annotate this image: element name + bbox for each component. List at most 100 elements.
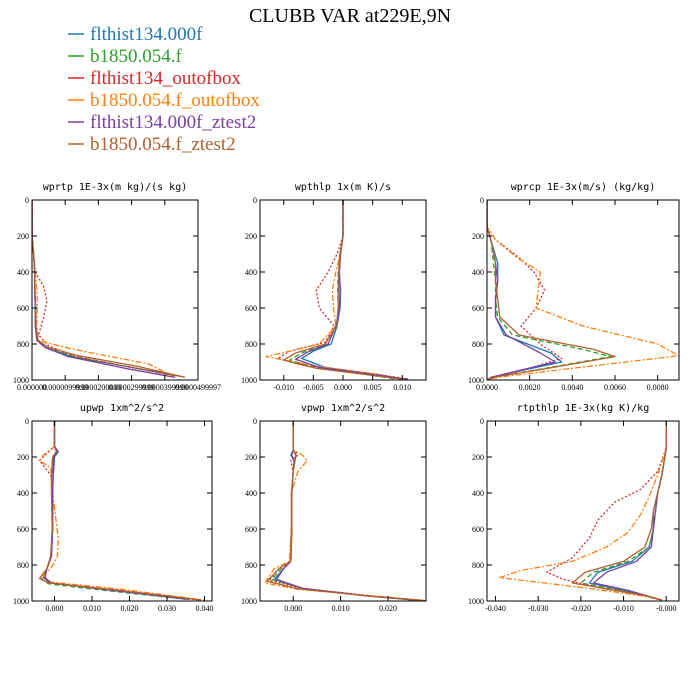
y-tick-label: 0 [253,196,257,205]
panel: wprtp 1E-3x(m kg)/(s kg) 0 200 400 600 800 100… [13,182,221,392]
x-tick-label: 0.005 [364,383,382,392]
y-tick-label: 800 [245,340,257,349]
series-line [42,421,186,600]
x-tick-label: -0.040 [485,604,506,613]
y-tick-label: 1000 [13,376,29,385]
series-line [487,200,612,380]
series-line [499,421,667,601]
panel-title: wprcp 1E-3x(m/s) (kg/kg) [511,182,656,193]
y-tick-label: 800 [472,561,484,570]
x-tick-label: 0.000000 [17,383,47,392]
series-line [38,421,201,601]
legend-label: flthist134.000f_ztest2 [90,112,256,133]
y-tick-label: 600 [472,525,484,534]
panel-title: vpwp 1xm^2/s^2 [301,403,385,414]
y-tick-label: 800 [17,340,29,349]
y-tick-label: 0 [25,196,29,205]
series-line [546,421,667,601]
x-tick-label: 0.0000099999 [42,383,88,392]
series-line [593,421,667,601]
series-line [32,200,175,378]
x-tick-label: -0.030 [528,604,549,613]
legend: flthist134.000fb1850.054.fflthist134_out… [68,24,260,155]
plot-frame [31,199,199,381]
panel: wpthlp 1x(m K)/s 0 200 400 600 800 1000 -0.010-… [241,182,427,392]
series-line [40,421,190,601]
x-tick-label: 0.020 [379,604,397,613]
legend-label: flthist134_outofbox [90,68,241,89]
y-tick-label: 200 [17,232,29,241]
y-tick-label: 200 [17,453,29,462]
x-tick-label: 0.0000200000 [75,383,121,392]
y-tick-label: 200 [245,232,257,241]
y-tick-label: 200 [245,453,257,462]
x-tick-label: -0.005 [303,383,324,392]
plot-frame [486,199,680,381]
y-tick-label: 800 [245,561,257,570]
y-tick-label: 400 [17,268,29,277]
y-tick-label: 600 [245,525,257,534]
y-tick-label: 0 [25,417,29,426]
x-tick-label: 0.000 [334,383,352,392]
series-line [580,421,667,601]
x-tick-label: 0.0000399999 [142,383,188,392]
y-tick-label: 400 [472,489,484,498]
legend-label: b1850.054.f [90,46,183,67]
x-tick-label: 0.0080 [647,383,669,392]
panel-title: wpthlp 1x(m K)/s [295,182,391,193]
y-tick-label: 200 [472,453,484,462]
series-line [44,421,190,601]
series-line [283,200,403,380]
plot-frame [259,420,427,602]
x-tick-label: 0.0020 [519,383,541,392]
panel-title: upwp 1xm^2/s^2 [80,403,164,414]
series-line [265,200,403,380]
x-tick-label: 0.030 [158,604,176,613]
y-tick-label: 1000 [468,597,484,606]
panels-grid: wprtp 1E-3x(m kg)/(s kg) 0 200 400 600 800 100… [13,182,680,613]
plot-frame [31,420,213,602]
series-line [38,421,205,601]
series-line [38,421,198,601]
legend-label: b1850.054.f_ztest2 [90,134,236,155]
y-tick-label: 1000 [241,597,257,606]
y-tick-label: 400 [245,489,257,498]
x-tick-label: 0.010 [83,604,101,613]
y-tick-label: 0 [480,196,484,205]
y-tick-label: 400 [17,489,29,498]
y-tick-label: 200 [472,232,484,241]
y-tick-label: 600 [472,304,484,313]
x-tick-label: -0.020 [571,604,592,613]
y-tick-label: 1000 [241,376,257,385]
x-tick-label: 0.0040 [561,383,583,392]
series-line [487,200,616,380]
series-line [273,421,422,601]
x-tick-label: 0.040 [196,604,214,613]
x-tick-label: -0.010 [273,383,294,392]
x-tick-label: 0.000 [284,604,302,613]
plot-frame [486,420,680,602]
series-line [275,421,422,601]
x-tick-label: -0.000 [656,604,677,613]
series-line [32,200,179,378]
x-tick-label: 0.010 [393,383,411,392]
legend-label: flthist134.000f [90,24,203,45]
y-tick-label: 0 [253,417,257,426]
x-tick-label: 0.0000499997 [175,383,221,392]
x-tick-label: -0.010 [613,604,634,613]
x-tick-label: 0.0060 [604,383,626,392]
figure-title: CLUBB VAR at229E,9N [249,5,451,27]
series-line [571,421,667,601]
panel: upwp 1xm^2/s^2 0 200 400 600 800 1000 0.000 0.01… [13,403,214,613]
y-tick-label: 800 [472,340,484,349]
panel: vpwp 1xm^2/s^2 0 200 400 600 800 1000 0.000 0.01… [241,403,427,613]
panel: wprcp 1E-3x(m/s) (kg/kg) 0 200 400 600 800 100… [468,182,680,392]
legend-label: b1850.054.f_outofbox [90,90,260,111]
panel-title: rtpthlp 1E-3x(kg K)/kg [517,403,649,414]
series-line [487,200,679,380]
x-tick-label: 0.020 [121,604,139,613]
panel-title: wprtp 1E-3x(m kg)/(s kg) [43,182,188,193]
y-tick-label: 600 [245,304,257,313]
series-line [588,421,667,601]
